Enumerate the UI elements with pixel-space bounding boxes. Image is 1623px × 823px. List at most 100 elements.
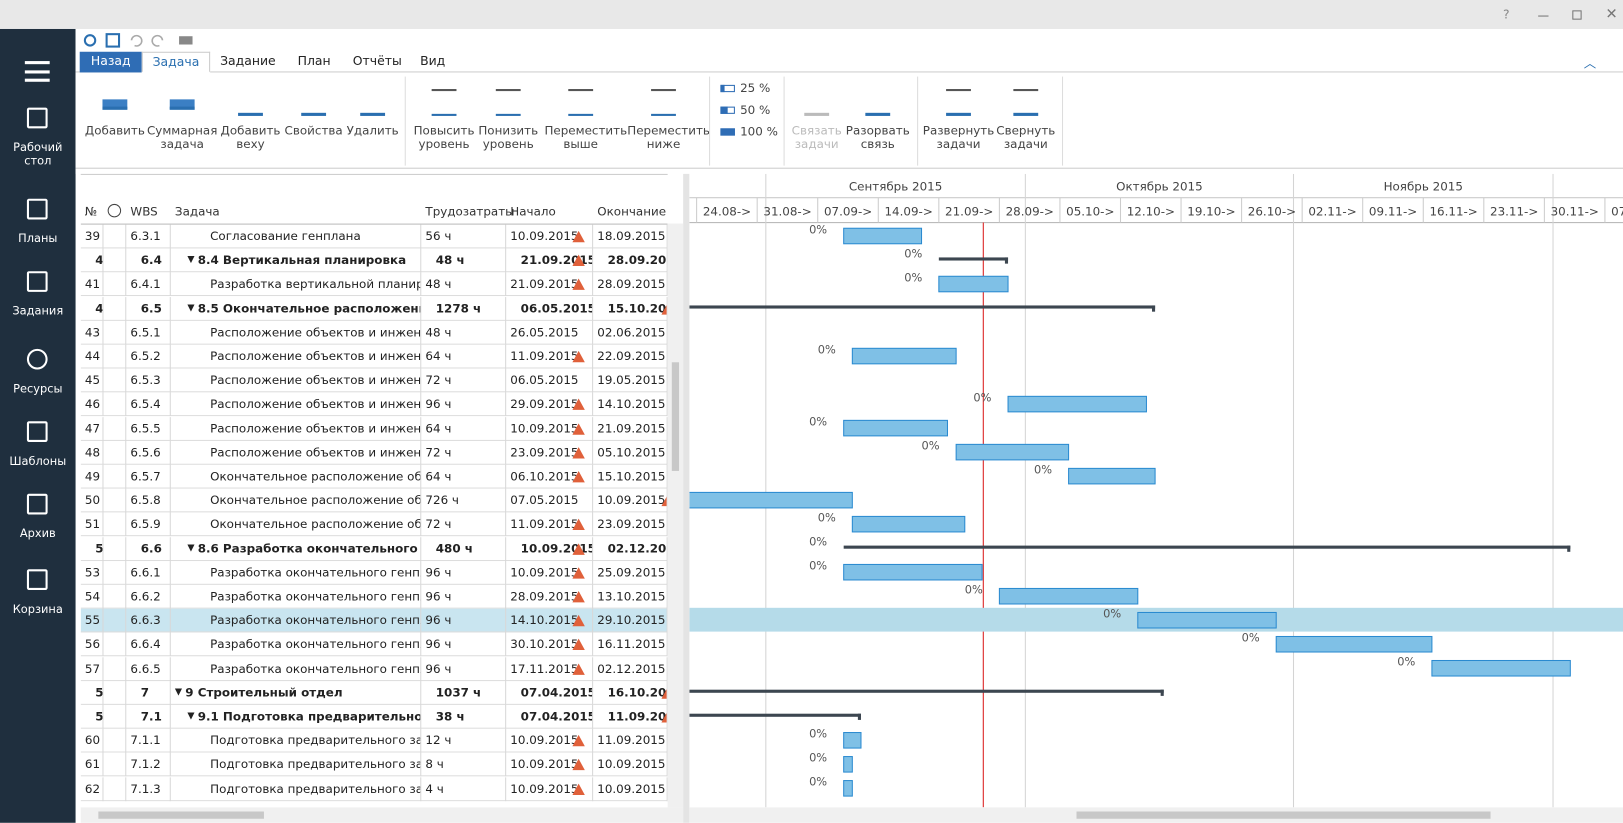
sidebar-icon[interactable] [26, 493, 48, 515]
table-row[interactable]: 47 6.5.5 Расположение объектов и инженерн 6… [80, 416, 668, 441]
ribbon-tab[interactable]: Задача [141, 51, 211, 73]
table-row[interactable]: 44 6.5.2 Расположение объектов и инженерн 6… [80, 344, 668, 369]
warning-icon[interactable] [572, 783, 585, 795]
table-row[interactable]: 62 7.1.3 Подготовка предварительного задан… [80, 776, 668, 801]
table-row[interactable]: 43 6.5.1 Расположение объектов и инженерн 4… [80, 320, 668, 345]
ribbon-button[interactable]: Добавить веху [220, 123, 281, 152]
table-row[interactable]: 59 7.1 ▼9.1 Подготовка предварительного за… [80, 704, 668, 729]
menu-button[interactable] [24, 61, 50, 82]
table-row[interactable]: 52 6.6 ▼8.6 Разработка окончательного генп… [80, 536, 668, 561]
expander[interactable]: ▼ [187, 254, 195, 266]
column-header[interactable]: Задача [174, 203, 220, 219]
sidebar-icon[interactable] [26, 348, 48, 370]
sidebar-icon[interactable] [26, 198, 48, 220]
ribbon-button[interactable]: Разорвать связь [845, 123, 910, 152]
table-row[interactable]: 61 7.1.2 Подготовка предварительного задан… [80, 752, 668, 777]
gantt-hscroll[interactable] [689, 807, 1623, 823]
warning-icon[interactable] [572, 254, 585, 267]
warning-icon[interactable] [661, 711, 667, 723]
table-row[interactable]: 51 6.5.9 Окончательное расположение объек 7… [80, 512, 668, 537]
warning-icon[interactable] [661, 687, 667, 699]
warning-icon[interactable] [572, 567, 585, 579]
ribbon-button[interactable]: Удалить [346, 123, 399, 138]
ribbon-button[interactable]: Свойства [284, 123, 343, 138]
warning-icon[interactable] [572, 278, 585, 291]
sidebar-icon[interactable] [26, 107, 48, 129]
sidebar-item[interactable]: Архив [19, 526, 56, 541]
warning-icon[interactable] [572, 398, 585, 411]
expander[interactable]: ▼ [174, 687, 183, 698]
ribbon-button[interactable]: Переместить ниже [627, 123, 710, 152]
progress-option[interactable]: 25 % [740, 80, 771, 96]
column-header[interactable]: Начало [510, 203, 556, 219]
column-header[interactable]: № [84, 203, 98, 219]
progress-option[interactable]: 50 % [740, 102, 771, 117]
warning-icon[interactable] [572, 230, 585, 243]
table-row[interactable]: 48 6.5.6 Расположение объектов и инженерн 7… [80, 440, 668, 465]
sidebar-item[interactable]: Корзина [12, 602, 63, 616]
ribbon-button[interactable]: Понизить уровень [478, 123, 539, 152]
table-row[interactable]: 42 6.5 ▼8.5 Окончательное расположение об 1… [80, 296, 668, 321]
ribbon-tab[interactable]: Назад [79, 51, 142, 73]
minimize-button[interactable] [1538, 15, 1549, 17]
table-hscroll[interactable] [80, 807, 684, 823]
table-row[interactable]: 50 6.5.8 Окончательное расположение объек 7… [80, 488, 668, 513]
expander[interactable]: ▼ [187, 302, 195, 314]
warning-icon[interactable] [572, 663, 585, 675]
warning-icon[interactable] [572, 639, 585, 651]
sidebar-icon[interactable] [26, 569, 48, 591]
restore-button[interactable] [1572, 10, 1582, 20]
ribbon-button[interactable]: Развернуть задачи [922, 123, 995, 152]
warning-icon[interactable] [572, 350, 585, 363]
collapse-ribbon[interactable]: ︿ [1583, 55, 1597, 71]
table-row[interactable]: 57 6.6.5 Разработка окончательного генплан… [80, 656, 668, 681]
ribbon-tab[interactable]: План [297, 53, 331, 69]
table-row[interactable]: 60 7.1.1 Подготовка предварительного задан… [80, 728, 668, 753]
ribbon-button[interactable]: Свернуть задачи [996, 123, 1056, 152]
warning-icon[interactable] [572, 446, 585, 459]
sidebar-item[interactable]: Шаблоны [9, 454, 67, 468]
sidebar-item[interactable]: Рабочий стол [13, 140, 63, 168]
sidebar-item[interactable]: Задания [12, 304, 64, 318]
progress-option[interactable]: 100 % [740, 124, 778, 139]
ribbon-button[interactable]: Добавить [84, 123, 145, 138]
table-row[interactable]: 54 6.6.2 Разработка окончательного генплан… [80, 584, 668, 609]
warning-icon[interactable] [661, 302, 667, 315]
warning-icon[interactable] [572, 470, 585, 483]
ribbon-tab[interactable]: Вид [420, 53, 446, 69]
table-row[interactable]: 55 6.6.3 Разработка окончательного генплан… [80, 608, 668, 633]
warning-icon[interactable] [572, 518, 585, 531]
expander[interactable]: ▼ [187, 543, 195, 554]
ribbon-button[interactable]: Повысить уровень [413, 123, 475, 152]
warning-icon[interactable] [572, 615, 585, 627]
progress-swatch[interactable] [720, 84, 725, 93]
table-row[interactable]: 45 6.5.3 Расположение объектов и инженерн 7… [80, 368, 668, 393]
ribbon-button[interactable]: Суммарная задача [146, 123, 218, 152]
table-row[interactable]: 41 6.4.1 Разработка вертикальной планировк… [80, 272, 668, 297]
progress-swatch[interactable] [720, 106, 728, 114]
sidebar-item[interactable]: Ресурсы [13, 381, 63, 396]
table-row[interactable]: 40 6.4 ▼8.4 Вертикальная планировка 48 ч 21.… [80, 248, 668, 273]
ribbon-tab[interactable]: Задание [220, 53, 276, 69]
warning-icon[interactable] [572, 735, 585, 747]
table-row[interactable]: 49 6.5.7 Окончательное расположение объек 6… [80, 464, 668, 489]
table-row[interactable]: 39 6.3.1 Согласование генплана 56 ч 10.09.20… [80, 224, 668, 249]
warning-icon[interactable] [572, 543, 585, 555]
table-row[interactable]: 46 6.5.4 Расположение объектов и инженерн 9… [80, 392, 668, 417]
warning-icon[interactable] [572, 591, 585, 603]
splitter[interactable] [683, 173, 690, 823]
table-vscroll[interactable] [667, 223, 684, 808]
close-button[interactable]: ✕ [1605, 6, 1618, 23]
table-row[interactable]: 58 7 ▼9 Строительный отдел 1037 ч 07.04.2015… [80, 680, 668, 705]
expander[interactable]: ▼ [187, 711, 195, 722]
column-header[interactable]: Трудозатраты [425, 203, 515, 219]
table-row[interactable]: 53 6.6.1 Разработка окончательного генплан… [80, 560, 668, 585]
warning-icon[interactable] [572, 422, 585, 435]
warning-icon[interactable] [572, 759, 585, 771]
sidebar-item[interactable]: Планы [18, 231, 58, 246]
table-row[interactable]: 56 6.6.4 Разработка окончательного генплан… [80, 632, 668, 657]
ribbon-tab[interactable]: Отчёты [352, 53, 402, 69]
sidebar-icon[interactable] [26, 421, 48, 442]
column-header[interactable]: WBS [130, 203, 158, 219]
help-button[interactable]: ? [1502, 7, 1510, 22]
